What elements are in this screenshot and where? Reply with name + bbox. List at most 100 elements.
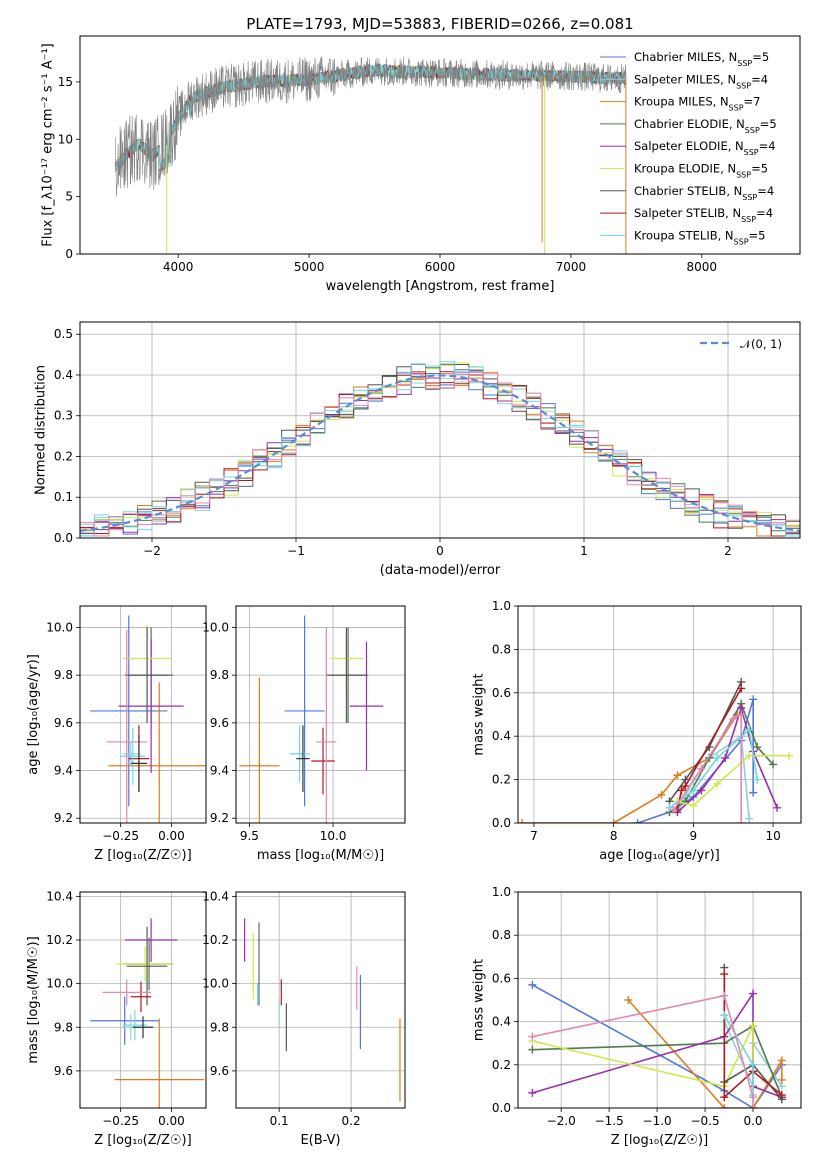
plus-marker [528,980,537,989]
y-tick-label: 10.2 [46,933,73,947]
y-tick-label: 0.5 [54,327,73,341]
x-axis-label: age [log₁₀(age/yr)] [599,848,720,863]
y-tick-label: 0.3 [54,409,73,423]
mass-weight-line [532,1025,754,1098]
axes-frame [235,891,406,1109]
axes-frame [79,891,207,1109]
plus-marker [720,1093,729,1102]
x-axis-label: wavelength [Angstrom, rest frame] [326,279,555,294]
legend-entry: Kroupa MILES, NSSP=7 [634,95,760,113]
plot-area [244,918,401,1102]
y-tick-label: 0.0 [54,531,73,545]
panel-residual-histogram: −2 −1 0 1 2 0.0 0.1 0.2 0.3 0.4 0.5 (data-model)/er… [33,321,801,578]
y-axis-label: age [log₁₀(age/yr)] [26,654,41,775]
x-tick-label: 0.00 [158,829,185,843]
x-tick-label: 0 [436,544,444,558]
x-tick-label: −2.0 [547,1114,576,1128]
x-axis-label: (data-model)/error [380,563,501,578]
x-tick-label: 10.0 [320,829,347,843]
plus-marker [721,753,730,762]
plus-marker [633,819,642,823]
x-tick-label: 9 [690,829,698,843]
plus-marker [745,751,754,760]
plus-marker [777,1091,786,1100]
y-tick-label: 10 [58,132,73,146]
panel-mass-vs-z: −0.25 0.00 9.6 9.8 10.0 10.2 10.4 Z [log₁₀(Z/Z☉… [26,889,207,1148]
legend-entry: Salpeter STELIB, NSSP=4 [634,206,773,224]
y-tick-label: 0.4 [54,368,73,382]
panel-mass-weight-vs-age: 7 8 9 10 0.0 0.2 0.4 0.6 0.8 1.0 age [log₁₀(age/yr… [471,599,802,863]
axes-frame [517,891,802,1109]
x-axis-label: Z [log₁₀(Z/Z☉)] [611,1133,708,1148]
plot-area [90,615,206,823]
plus-marker [697,786,706,795]
plus-marker [737,819,746,823]
y-tick-label: 0.1 [54,490,73,504]
plot-area [80,361,800,537]
y-tick-label: 10.0 [202,977,229,991]
x-tick-label: −1.5 [595,1114,624,1128]
x-tick-label: 7000 [556,260,587,274]
y-tick-label: 1.0 [492,885,511,899]
y-tick-label: 9.2 [54,811,73,825]
x-axis-label: Z [log₁₀(Z/Z☉)] [94,1133,191,1148]
y-tick-label: 9.8 [210,668,229,682]
plus-marker [749,695,758,704]
panel-age-vs-mass: 9.5 10.0 9.2 9.4 9.6 9.8 10.0 mass [log₁₀(M/M☉)… [202,605,406,863]
mass-weight-line [676,734,750,819]
plus-marker [677,786,686,795]
y-tick-label: 9.8 [210,1020,229,1034]
plus-marker [528,1032,537,1041]
y-tick-label: 0.8 [492,928,511,942]
y-axis-label: Flux [f_λ10⁻¹⁷ erg cm⁻² s⁻¹ A⁻¹] [41,43,56,247]
panel-spectrum: 4000 5000 6000 7000 8000 0 5 10 15 wavelength [An… [41,35,801,294]
x-tick-label: −1 [287,544,305,558]
y-tick-label: 9.4 [54,764,73,778]
plus-marker [777,1075,786,1084]
x-tick-label: −0.25 [102,829,139,843]
y-tick-label: 5 [65,190,73,204]
figure-title: PLATE=1793, MJD=53883, FIBERID=0266, z=0… [246,15,633,33]
plus-marker [624,996,633,1004]
y-tick-label: 9.6 [210,716,229,730]
plus-marker [720,991,729,1000]
y-tick-label: 0.2 [492,773,511,787]
x-tick-label: 2 [724,544,732,558]
y-tick-label: 15 [58,75,73,89]
plot-area [528,963,786,1108]
y-axis-label: mass weight [471,959,486,1041]
plus-marker [753,743,762,752]
plus-marker [720,970,729,979]
plus-marker [749,1104,758,1108]
plus-marker [669,805,678,814]
y-tick-label: 0.8 [492,642,511,656]
plus-marker [745,725,754,734]
x-tick-label: 8000 [687,260,718,274]
y-tick-label: 0.2 [492,1058,511,1072]
plus-marker [720,1104,729,1108]
data-spectrum [115,56,627,197]
x-tick-label: −2 [143,544,161,558]
x-axis-label: Z [log₁₀(Z/Z☉)] [94,848,191,863]
mass-weight-line [627,999,783,1108]
y-tick-label: 9.8 [54,1020,73,1034]
plus-marker [749,1021,758,1030]
legend-entry: Kroupa STELIB, NSSP=5 [634,228,765,246]
plot-area [239,615,384,823]
legend-entry: Salpeter ELODIE, NSSP=4 [634,139,776,157]
legend: 𝒩(0, 1) [700,337,782,351]
x-tick-label: 0.1 [270,1114,289,1128]
y-tick-label: 10.0 [46,977,73,991]
x-tick-label: 7 [530,829,538,843]
panel-mass-vs-ebv: 0.1 0.2 9.6 9.8 10.0 10.2 10.4 E(B-V) [202,889,406,1148]
plus-marker [749,1093,758,1102]
x-tick-label: 10 [765,829,780,843]
mass-weight-line [532,994,754,1108]
plus-marker [697,764,706,773]
plus-marker [749,788,758,797]
x-tick-label: 4000 [163,260,194,274]
plus-marker [689,786,698,795]
plus-marker [528,1088,537,1097]
plus-marker [745,814,754,823]
x-tick-label: 1 [580,544,588,558]
